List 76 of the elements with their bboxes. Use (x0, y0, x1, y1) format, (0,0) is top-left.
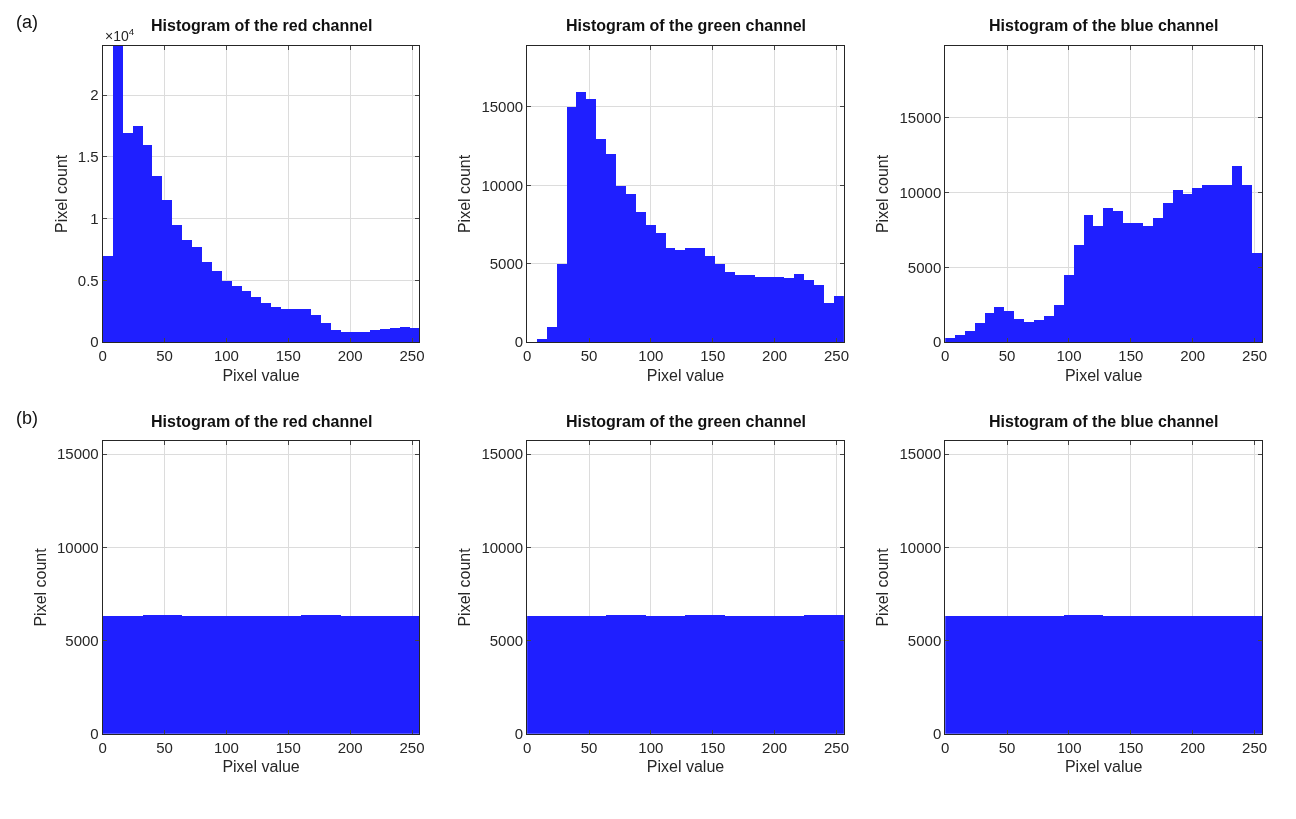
y-tick-label: 1.5 (77, 148, 99, 166)
y-tick-label: 5000 (489, 254, 524, 272)
y-tick-label: 15000 (899, 445, 942, 463)
x-axis-title: Pixel value (222, 366, 300, 384)
y-tick-label: 0.5 (77, 271, 99, 289)
y-tick-label: 0 (90, 725, 99, 743)
y-tick-label: 0 (932, 333, 942, 351)
x-tick-label: 50 (156, 347, 173, 365)
y-tick-label: 1 (90, 209, 99, 227)
x-tick-label: 100 (213, 347, 239, 365)
x-tick-label: 200 (1180, 738, 1206, 756)
chart-title: Histogram of the green channel (566, 17, 807, 34)
x-tick-label: 150 (700, 738, 726, 756)
x-tick-label: 100 (638, 738, 664, 756)
x-tick-label: 200 (1180, 347, 1206, 365)
y-axis-title: Pixel count (456, 154, 474, 234)
y-axis-title: Pixel count (52, 154, 70, 234)
x-tick-label: 100 (638, 347, 664, 365)
y-tick-label: 2 (90, 86, 99, 104)
x-tick-label: 150 (1118, 347, 1144, 365)
x-tick-label: 50 (580, 347, 598, 365)
y-tick-label: 10000 (481, 538, 524, 556)
x-tick-label: 50 (580, 738, 598, 756)
text: (b) (16, 408, 38, 428)
x-tick-label: 150 (275, 738, 301, 756)
y-axis-title: Pixel count (456, 547, 474, 627)
x-tick-label: 250 (399, 347, 425, 365)
chart-title: Histogram of the green channel (566, 413, 807, 430)
x-tick-label: 250 (823, 738, 849, 756)
x-tick-label: 250 (1242, 738, 1268, 756)
x-tick-label: 200 (337, 347, 363, 365)
y-tick-label: 15000 (481, 445, 524, 463)
text: ×10$^{4}$ (105, 26, 135, 44)
text: (a) (16, 12, 38, 32)
x-tick-label: 200 (337, 738, 363, 756)
y-tick-label: 15000 (56, 445, 99, 463)
x-tick-label: 150 (275, 347, 301, 365)
x-tick-label: 200 (762, 738, 788, 756)
x-axis-title: Pixel value (1064, 758, 1143, 776)
y-tick-label: 5000 (907, 258, 942, 276)
y-tick-label: 0 (514, 333, 524, 351)
x-tick-label: 50 (998, 738, 1016, 756)
y-tick-label: 5000 (489, 631, 524, 649)
x-axis-title: Pixel value (646, 366, 725, 384)
x-tick-label: 50 (998, 347, 1016, 365)
x-tick-label: 250 (823, 347, 849, 365)
y-tick-label: 0 (514, 725, 524, 743)
y-tick-label: 10000 (56, 538, 99, 556)
y-axis-title: Pixel count (874, 547, 892, 627)
y-tick-label: 15000 (481, 98, 524, 116)
chart-title: Histogram of the blue channel (989, 413, 1219, 430)
chart-title: Histogram of the blue channel (989, 17, 1219, 34)
y-tick-label: 0 (90, 333, 99, 351)
y-tick-label: 10000 (899, 538, 942, 556)
x-axis-title: Pixel value (1064, 366, 1143, 384)
y-axis-title: Pixel count (31, 547, 49, 627)
chart-title: Histogram of the red channel (151, 17, 373, 34)
x-tick-label: 250 (399, 738, 425, 756)
y-tick-label: 10000 (899, 183, 942, 201)
y-tick-label: 0 (932, 725, 942, 743)
x-tick-label: 250 (1242, 347, 1268, 365)
y-tick-label: 5000 (907, 631, 942, 649)
y-tick-label: 5000 (65, 631, 99, 649)
y-tick-label: 10000 (481, 176, 524, 194)
x-tick-label: 50 (156, 738, 173, 756)
x-tick-label: 150 (1118, 738, 1144, 756)
chart-title: Histogram of the red channel (151, 413, 373, 430)
x-tick-label: 100 (213, 738, 239, 756)
x-tick-label: 200 (762, 347, 788, 365)
x-axis-title: Pixel value (222, 758, 300, 776)
x-tick-label: 100 (1056, 738, 1082, 756)
x-tick-label: 100 (1056, 347, 1082, 365)
y-tick-label: 15000 (899, 108, 942, 126)
y-axis-title: Pixel count (874, 154, 892, 234)
x-axis-title: Pixel value (646, 758, 725, 776)
x-tick-label: 150 (700, 347, 726, 365)
